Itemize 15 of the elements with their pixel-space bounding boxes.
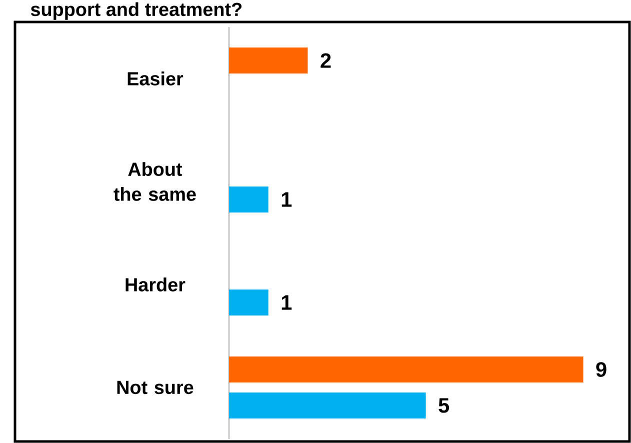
data-label: 9 bbox=[596, 362, 606, 377]
bar bbox=[229, 186, 268, 213]
data-label: 1 bbox=[282, 192, 292, 207]
data-label: 2 bbox=[320, 53, 331, 68]
data-label: 5 bbox=[438, 398, 450, 413]
bar bbox=[229, 290, 268, 316]
chart-title: support and treatment? bbox=[30, 2, 242, 20]
data-label: 1 bbox=[282, 295, 292, 310]
bar bbox=[229, 392, 426, 419]
bar bbox=[229, 356, 584, 383]
y-tick-label: Not sure bbox=[117, 380, 194, 394]
y-tick-label: About the same bbox=[114, 162, 196, 201]
y-tick-label: Harder bbox=[126, 278, 186, 292]
y-tick-label: Easier bbox=[128, 72, 184, 86]
bar bbox=[229, 48, 308, 74]
